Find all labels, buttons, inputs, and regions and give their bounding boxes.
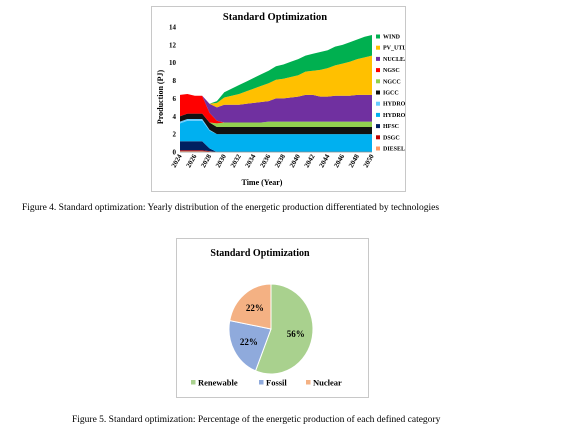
area-series-wind (180, 35, 372, 104)
area-series-nuclear (180, 94, 372, 123)
x-tick-label: 2030 (214, 153, 228, 170)
pie-chart-svg: Standard Optimization 56% 22% 22% Renewabl… (191, 248, 342, 388)
x-tick-label: 2034 (244, 153, 258, 170)
x-tick-label: 2026 (185, 153, 199, 170)
legend-label-nuclear: Nuclear (313, 378, 342, 388)
y-tick-label: 0 (173, 149, 177, 157)
area-series-pv-utl (180, 55, 372, 108)
y-tick-label: 10 (169, 59, 177, 67)
legend-label-pv-utl: PV_UTL (383, 46, 405, 52)
y-tick-label: 14 (169, 24, 177, 32)
area-series-dsgc (180, 150, 372, 152)
legend-swatch-hydro-dam (376, 112, 380, 117)
area-series-hydro-min (180, 119, 372, 135)
legend-label-igcc: IGCC (383, 91, 399, 97)
legend-swatch-pv-utl (376, 45, 380, 50)
pie-label-fossil: 22% (240, 337, 258, 347)
legend-swatch-nuclear (306, 380, 311, 385)
legend-label-nuclear: NUCLEAR (383, 57, 405, 63)
production-area-chart: Standard Optimization 0 2 4 6 8 10 12 14 2024 202… (151, 6, 423, 192)
y-axis-label: Production (PJ) (156, 70, 165, 125)
pie-slice-fossil (228, 319, 272, 372)
legend-swatch-nuclear (376, 56, 380, 61)
legend-swatch-hydro-min (376, 101, 380, 106)
y-tick-label: 8 (173, 77, 177, 85)
area-series-hydro-dam (180, 120, 372, 152)
y-tick-label: 4 (173, 113, 177, 121)
legend-swatch-ngcc (376, 79, 380, 84)
legend-swatch-igcc (376, 90, 380, 95)
area-series-igcc (180, 113, 372, 135)
x-tick-label: 2044 (318, 153, 332, 170)
legend-swatch-diesel-gen (376, 146, 380, 151)
legend-swatch-ngsc (376, 68, 380, 73)
legend-label-wind: WIND (383, 35, 401, 41)
legend-label-diesel-gen: DIESEL_GEN (383, 147, 405, 153)
x-tick-label: 2028 (199, 153, 213, 170)
x-tick-label: 2036 (258, 153, 272, 170)
x-tick-label: 2040 (288, 153, 302, 170)
figure-5-caption: Figure 5. Standard optimization: Percent… (72, 415, 441, 425)
area-series-ngsc (180, 94, 372, 124)
legend-label-dsgc: DSGC (383, 135, 400, 141)
pie-slice-nuclear (229, 283, 272, 330)
legend-label-hfsc: HFSC (383, 124, 399, 130)
legend-swatch-wind (376, 34, 380, 39)
x-tick-label: 2042 (303, 153, 317, 170)
pie-slice-renewable (254, 283, 314, 375)
legend-label-hydro-dam: HYDRO_DAM (383, 113, 405, 119)
area-series-ngcc (180, 113, 372, 127)
x-tick-label: 2048 (347, 153, 361, 170)
legend-label-hydro-min: HYDRO_MIN (383, 102, 405, 108)
legend-label-ngsc: NGSC (383, 68, 400, 74)
y-tick-label: 12 (169, 41, 177, 49)
area-series-hfsc (180, 141, 372, 152)
legend-swatch-hfsc (376, 124, 380, 129)
pie-label-nuclear: 22% (246, 303, 264, 313)
x-axis-label: Time (Year) (242, 178, 283, 187)
legend-label-ngcc: NGCC (383, 79, 401, 85)
x-tick-label: 2032 (229, 153, 243, 170)
pie-label-renewable: 56% (287, 329, 305, 339)
legend-label-fossil: Fossil (266, 378, 287, 388)
legend-swatch-renewable (191, 380, 196, 385)
figure-4-caption: Figure 4. Standard optimization: Yearly … (22, 203, 440, 213)
x-tick-label: 2038 (273, 153, 287, 170)
x-tick-label: 2046 (332, 153, 346, 170)
category-pie-chart: Standard Optimization 56% 22% 22% Renewabl… (176, 238, 369, 398)
legend-label-renewable: Renewable (198, 378, 238, 388)
legend-swatch-fossil (259, 380, 264, 385)
area-chart-title: Standard Optimization (223, 12, 327, 23)
y-tick-label: 2 (173, 131, 177, 139)
legend-swatch-dsgc (376, 135, 380, 140)
x-tick-label: 2050 (362, 153, 376, 170)
y-tick-label: 6 (173, 95, 177, 103)
pie-chart-title: Standard Optimization (210, 248, 310, 259)
